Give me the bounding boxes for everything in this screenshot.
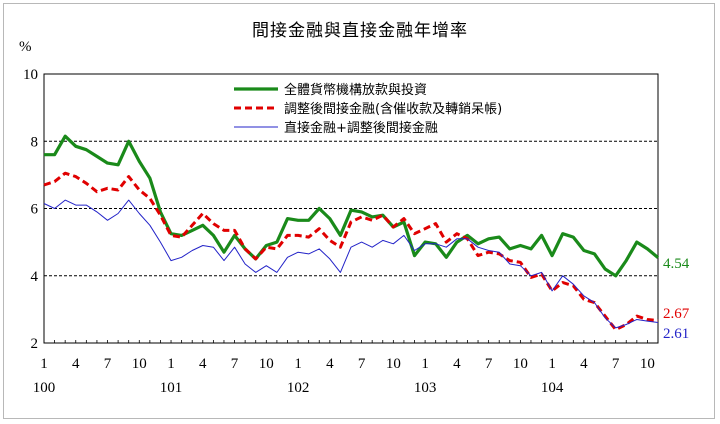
x-year-label: 103	[414, 380, 437, 396]
x-tick-label: 10	[259, 356, 274, 372]
x-year-label: 102	[287, 380, 310, 396]
series-lines	[43, 134, 660, 332]
x-year-label: 104	[541, 380, 564, 396]
x-tick-label: 4	[72, 356, 80, 372]
series-line-2	[43, 171, 659, 332]
end-value-label-2: 2.67	[663, 306, 690, 322]
x-tick-label: 7	[104, 356, 112, 372]
x-year-label: 101	[160, 380, 183, 396]
chart-title: 間接金融與直接金融年增率	[252, 21, 468, 41]
y-axis-unit-label: %	[19, 39, 32, 55]
y-tick-label: 10	[23, 67, 38, 83]
x-tick-label: 10	[513, 356, 528, 372]
x-tick-label: 1	[294, 356, 302, 372]
x-tick-label: 7	[612, 356, 620, 372]
x-tick-label: 1	[167, 356, 175, 372]
end-value-labels: 4.54 2.67 2.61	[663, 256, 690, 342]
y-tick-label: 8	[31, 134, 39, 150]
x-tick-label: 7	[231, 356, 239, 372]
series-line-3	[43, 199, 659, 329]
legend-label-1: 全體貨幣機構放款與投資	[284, 82, 427, 98]
legend-label-2: 調整後間接金融(含催收款及轉銷呆帳)	[284, 101, 502, 117]
y-tick-label: 4	[31, 269, 39, 285]
x-tick-label: 4	[453, 356, 461, 372]
x-tick-label: 10	[132, 356, 147, 372]
x-tick-label: 1	[40, 356, 48, 372]
x-tick-label: 4	[326, 356, 334, 372]
x-tick-label: 1	[421, 356, 429, 372]
y-tick-label: 2	[31, 336, 39, 352]
x-tick-label: 4	[199, 356, 207, 372]
x-tick-label: 1	[548, 356, 556, 372]
x-tick-label: 10	[640, 356, 655, 372]
end-value-label-3: 2.61	[663, 326, 689, 342]
legend-label-3: 直接金融+調整後間接金融	[284, 120, 438, 136]
x-year-label: 100	[33, 380, 56, 396]
x-tick-label: 4	[580, 356, 588, 372]
gridlines	[44, 140, 658, 277]
end-value-label-1: 4.54	[663, 256, 690, 272]
x-tick-label: 7	[358, 356, 366, 372]
x-tick-label: 7	[485, 356, 493, 372]
y-tick-label: 6	[31, 202, 39, 218]
series-line-1	[44, 134, 660, 278]
x-tick-label: 10	[386, 356, 401, 372]
